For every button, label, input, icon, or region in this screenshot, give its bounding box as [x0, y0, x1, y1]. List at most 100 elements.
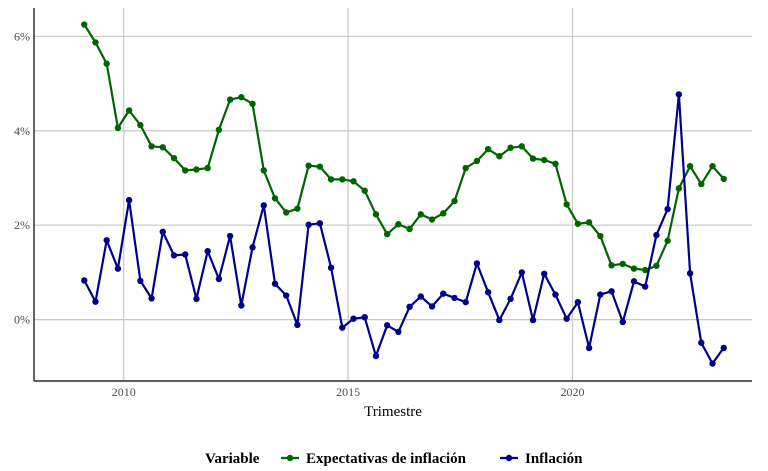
data-point	[372, 211, 380, 218]
data-point	[417, 293, 425, 300]
y-tick-label: 6%	[14, 29, 30, 43]
y-tick-labels: 0% 2% 4% 6%	[14, 29, 30, 326]
data-point	[406, 225, 413, 233]
data-point	[238, 94, 245, 101]
data-point	[339, 324, 346, 331]
data-point	[597, 291, 604, 298]
data-point	[260, 202, 267, 209]
data-point	[664, 205, 671, 213]
data-point	[608, 288, 615, 295]
data-point	[182, 251, 189, 258]
data-point	[675, 185, 683, 192]
series-line	[83, 93, 725, 365]
x-tick-labels: 2010 2015 2020	[112, 385, 585, 399]
data-point	[518, 143, 525, 150]
data-point	[249, 100, 256, 108]
data-point	[451, 294, 458, 302]
legend-key-point	[286, 454, 294, 462]
data-point	[698, 180, 705, 188]
data-point	[215, 275, 223, 283]
y-tick-label: 0%	[14, 313, 30, 327]
data-point	[417, 211, 425, 218]
data-point	[675, 91, 683, 98]
data-point	[103, 237, 110, 244]
data-point	[137, 121, 144, 129]
data-point	[585, 219, 593, 226]
data-point	[709, 162, 716, 170]
data-point	[585, 344, 593, 352]
data-point	[271, 280, 279, 287]
data-point	[294, 205, 301, 212]
x-gridlines	[123, 8, 574, 381]
data-point	[529, 155, 537, 162]
data-point	[597, 232, 604, 240]
data-point	[327, 264, 335, 271]
data-point	[462, 164, 469, 172]
data-point	[92, 298, 99, 305]
data-point	[496, 316, 503, 324]
data-point	[664, 237, 671, 244]
data-point	[81, 277, 88, 284]
data-point	[529, 316, 537, 324]
data-point	[125, 196, 133, 204]
data-point	[294, 321, 301, 329]
data-point	[81, 21, 88, 28]
data-point	[507, 295, 514, 303]
y-tick-label: 2%	[14, 218, 30, 232]
data-point	[541, 156, 548, 164]
data-point	[92, 39, 99, 46]
data-point	[193, 166, 200, 173]
data-point	[641, 266, 649, 274]
data-point	[563, 315, 570, 322]
data-point	[653, 231, 660, 239]
data-point	[653, 262, 660, 269]
data-point	[641, 283, 649, 290]
data-point	[383, 230, 391, 238]
data-point	[484, 145, 492, 153]
data-point	[496, 153, 503, 160]
data-point	[103, 60, 110, 67]
data-point	[473, 157, 481, 165]
legend-label: Expectativas de inflación	[306, 451, 467, 467]
data-point	[170, 252, 178, 259]
data-point	[720, 175, 727, 183]
data-point	[507, 144, 514, 151]
data-point	[193, 295, 200, 303]
data-point	[350, 178, 357, 185]
data-point	[630, 278, 638, 285]
data-point	[238, 302, 245, 309]
data-point	[552, 291, 559, 298]
data-point	[406, 303, 413, 311]
legend-items: Expectativas de inflación Inflación	[281, 451, 583, 467]
data-point	[125, 107, 133, 114]
series-inflaci-n	[81, 91, 727, 367]
data-point	[372, 352, 380, 360]
data-point	[226, 232, 234, 240]
x-axis-title: Trimestre	[364, 404, 422, 420]
data-point	[698, 339, 705, 346]
data-point	[182, 167, 189, 174]
data-point	[574, 298, 582, 306]
x-tick-label: 2015	[336, 385, 360, 399]
data-point	[630, 265, 638, 272]
data-point	[339, 176, 346, 183]
data-point	[114, 265, 122, 272]
data-point	[204, 164, 211, 172]
data-point	[215, 126, 223, 134]
data-point	[361, 187, 368, 194]
data-point	[316, 163, 324, 170]
x-tick-label: 2020	[561, 385, 585, 399]
data-point	[518, 269, 525, 276]
data-point	[395, 221, 402, 228]
x-tick-label: 2010	[112, 385, 136, 399]
data-point	[148, 143, 155, 150]
data-point	[159, 228, 166, 235]
data-point	[305, 221, 312, 228]
data-point	[709, 360, 716, 367]
data-point	[395, 328, 402, 336]
series-layer	[81, 21, 727, 367]
data-point	[383, 322, 391, 329]
data-point	[473, 260, 481, 267]
data-point	[148, 295, 155, 302]
